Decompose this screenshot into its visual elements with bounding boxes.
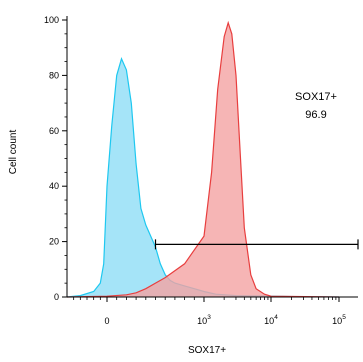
x-axis-label: SOX17+	[188, 345, 226, 356]
y-axis-label: Cell count	[8, 130, 19, 175]
series-layer	[66, 20, 340, 298]
x-tick-label: 0	[104, 316, 109, 326]
y-tick-label: 60	[49, 126, 59, 136]
x-tick-label: 103	[197, 314, 211, 326]
gate-value-label: 96.9	[305, 109, 326, 121]
series-1-area	[67, 22, 339, 298]
x-tick-label: 105	[332, 314, 346, 326]
y-tick-label: 80	[49, 70, 59, 80]
gate-layer: SOX17+ 96.9	[154, 91, 359, 250]
y-tick-label: 0	[54, 292, 59, 302]
gate-name-label: SOX17+	[295, 91, 337, 103]
y-tick-label: 20	[49, 237, 59, 247]
series-1-line	[66, 20, 340, 298]
y-tick-label: 40	[49, 181, 59, 191]
axis-layer: 0 20 40 60 80 100 0 103 104 105	[44, 15, 358, 326]
x-tick-label: 104	[264, 314, 278, 326]
series-0-area	[67, 58, 339, 297]
y-tick-label: 100	[44, 15, 59, 25]
